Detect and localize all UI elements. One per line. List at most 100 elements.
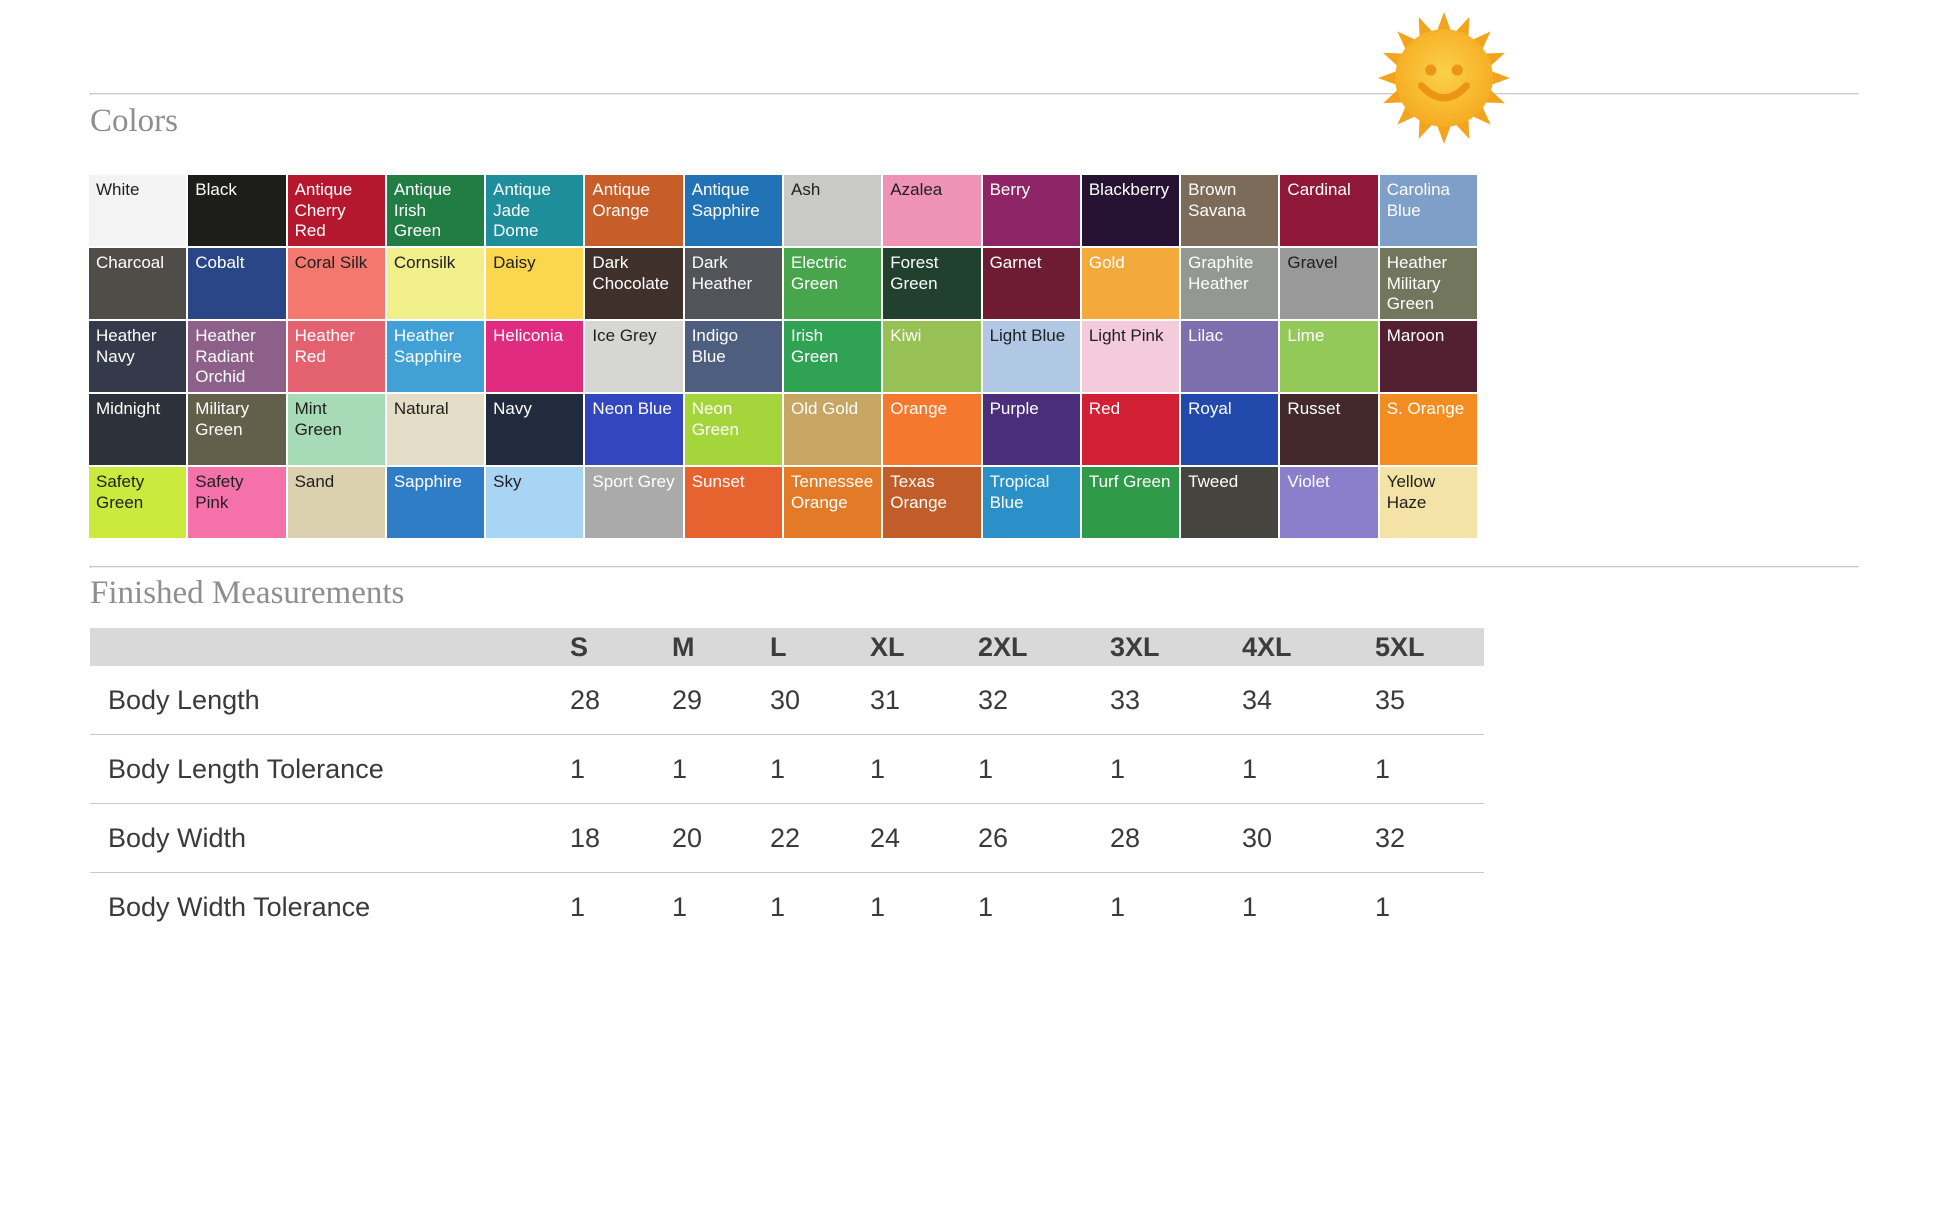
size-column-header: S (570, 631, 589, 662)
color-swatch: Forest Green (883, 248, 981, 319)
color-swatch: Charcoal (89, 248, 187, 319)
measurement-value-cell: 35 (1375, 684, 1406, 715)
measurement-value-cell: 1 (672, 753, 688, 784)
section-divider (90, 566, 1859, 568)
measurement-value-cell: 31 (870, 684, 901, 715)
color-swatch: Gold (1081, 248, 1180, 319)
color-swatch: Lilac (1181, 321, 1279, 392)
measurement-value-cell: 34 (1242, 684, 1273, 715)
measurement-value-cell: 20 (672, 822, 703, 853)
measurement-row-label: Body Width Tolerance (108, 891, 371, 922)
measurement-value-cell: 22 (770, 822, 801, 853)
size-column-header: 3XL (1110, 631, 1160, 662)
color-swatch: Gravel (1280, 248, 1378, 319)
measurement-value-cell: 33 (1110, 684, 1141, 715)
color-swatch: Brown Savana (1181, 175, 1279, 246)
measurement-value-cell: 1 (1242, 753, 1258, 784)
color-swatch: Navy (486, 394, 584, 465)
color-swatch: Texas Orange (883, 467, 981, 538)
measurements-table: S M L XL 2XL 3XL 4XL 5XL Body Length 28 29 30 31 32 33… (90, 628, 1484, 941)
color-swatch: Dark Heather (684, 248, 782, 319)
measurement-value-cell: 1 (672, 891, 688, 922)
color-swatch: Natural (386, 394, 485, 465)
color-swatch: Heather Radiant Orchid (188, 321, 286, 392)
color-swatch: Yellow Haze (1379, 467, 1477, 538)
color-swatch: Purple (982, 394, 1080, 465)
colors-heading: Colors (90, 103, 179, 139)
color-swatch: Sand (287, 467, 385, 538)
color-swatch: Black (188, 175, 286, 246)
measurement-value-cell: 26 (978, 822, 1009, 853)
measurements-heading: Finished Measurements (90, 575, 405, 611)
measurement-value-cell: 29 (672, 684, 703, 715)
measurement-row-label: Body Length (108, 684, 260, 715)
measurement-value-cell: 1 (1375, 753, 1391, 784)
size-column-header: 5XL (1375, 631, 1425, 662)
color-swatch: Heather Military Green (1379, 248, 1477, 319)
color-swatch: Garnet (982, 248, 1080, 319)
measurement-value-cell: 1 (978, 753, 994, 784)
color-swatch: Heather Red (287, 321, 385, 392)
color-swatch: Royal (1181, 394, 1279, 465)
measurement-value-cell: 1 (770, 891, 786, 922)
color-swatch: Tennessee Orange (783, 467, 882, 538)
color-swatch: Daisy (486, 248, 584, 319)
color-swatch: Kiwi (883, 321, 981, 392)
color-swatch: Antique Sapphire (684, 175, 782, 246)
color-swatch: Sapphire (386, 467, 485, 538)
measurement-value-cell: 24 (870, 822, 901, 853)
size-column-header: XL (870, 631, 905, 662)
table-header-row: S M L XL 2XL 3XL 4XL 5XL (90, 628, 1484, 666)
color-swatch: Light Blue (982, 321, 1080, 392)
color-swatch: Maroon (1379, 321, 1477, 392)
color-swatch: Heliconia (486, 321, 584, 392)
color-swatch: Antique Irish Green (386, 175, 485, 246)
measurement-row-label: Body Length Tolerance (108, 753, 384, 784)
color-swatch: Sport Grey (585, 467, 683, 538)
color-swatch: Electric Green (783, 248, 882, 319)
color-swatch: Ash (783, 175, 882, 246)
color-swatch: Antique Jade Dome (486, 175, 584, 246)
color-swatch: Midnight (89, 394, 187, 465)
size-column-header: M (672, 631, 695, 662)
color-swatch: Red (1081, 394, 1180, 465)
size-column-header: L (770, 631, 787, 662)
color-swatch: Graphite Heather (1181, 248, 1279, 319)
color-swatch: Neon Blue (585, 394, 683, 465)
measurement-value-cell: 18 (570, 822, 601, 853)
color-swatch: Antique Cherry Red (287, 175, 385, 246)
measurement-row-label: Body Width (108, 822, 247, 853)
measurement-value-cell: 30 (770, 684, 801, 715)
measurement-value-cell: 1 (570, 753, 586, 784)
measurement-value-cell: 1 (870, 753, 886, 784)
measurement-value-cell: 1 (770, 753, 786, 784)
color-swatch: Carolina Blue (1379, 175, 1477, 246)
color-swatch: Heather Sapphire (386, 321, 485, 392)
color-swatch: Orange (883, 394, 981, 465)
measurement-row: Body Width Tolerance 1 1 1 1 1 1 1 1 (90, 873, 1484, 941)
color-swatch: Russet (1280, 394, 1378, 465)
color-swatch: Safety Pink (188, 467, 286, 538)
color-swatch: Cornsilk (386, 248, 485, 319)
sun-smiley-icon (1378, 12, 1510, 144)
measurement-value-cell: 1 (1242, 891, 1258, 922)
color-swatch: Cobalt (188, 248, 286, 319)
measurement-value-cell: 1 (870, 891, 886, 922)
measurement-value-cell: 32 (978, 684, 1009, 715)
measurement-row: Body Width 18 20 22 24 26 28 30 32 (90, 804, 1484, 873)
measurement-value-cell: 1 (1110, 891, 1126, 922)
color-swatch: Irish Green (783, 321, 882, 392)
color-swatch: Ice Grey (585, 321, 683, 392)
measurement-value-cell: 1 (1375, 891, 1391, 922)
color-swatch: S. Orange (1379, 394, 1477, 465)
top-divider (90, 93, 1859, 95)
color-swatch: Lime (1280, 321, 1378, 392)
color-swatch: Turf Green (1081, 467, 1180, 538)
color-swatch: Antique Orange (585, 175, 683, 246)
color-swatch: Indigo Blue (684, 321, 782, 392)
color-swatch: Old Gold (783, 394, 882, 465)
measurement-value-cell: 1 (570, 891, 586, 922)
size-column-header: 4XL (1242, 631, 1292, 662)
color-swatch: Violet (1280, 467, 1378, 538)
